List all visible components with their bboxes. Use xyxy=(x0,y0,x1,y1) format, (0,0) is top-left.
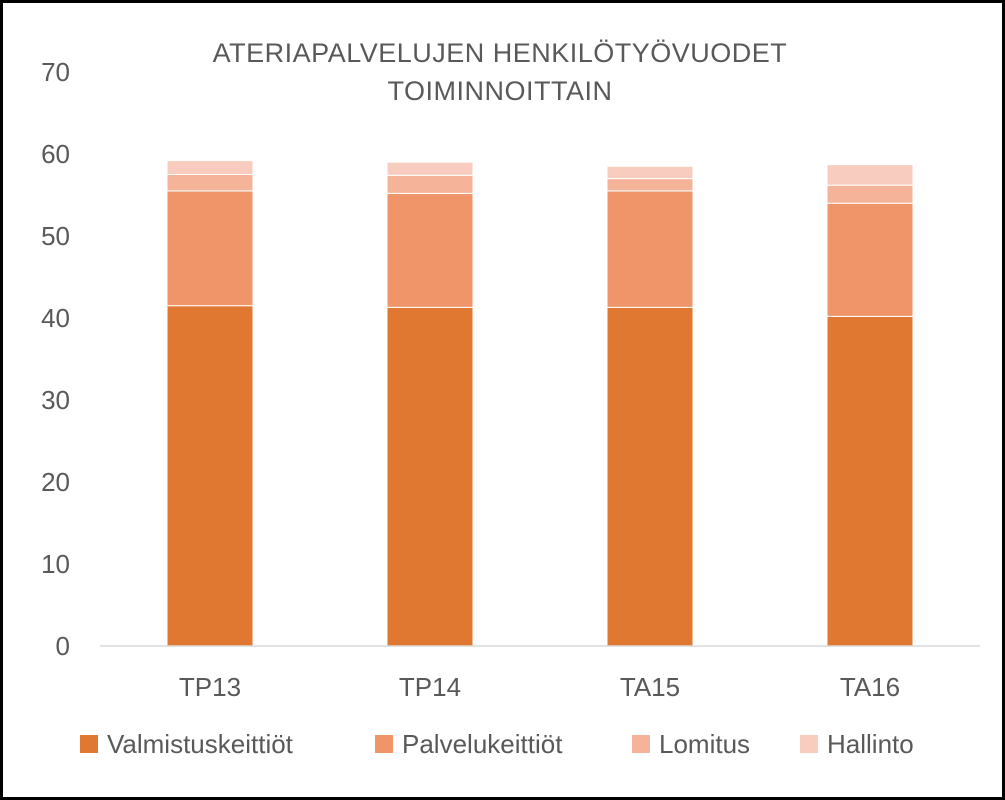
bar-segment-ta16-0 xyxy=(826,315,914,647)
legend-label-3: Hallinto xyxy=(827,729,914,759)
bar-segment-ta15-2 xyxy=(606,178,694,192)
x-tick-label: TA16 xyxy=(840,672,900,702)
chart-title-line-2: TOIMINNOITTAIN xyxy=(388,76,613,106)
bar-segment-tp13-1 xyxy=(166,190,254,307)
bar-segment-tp14-2 xyxy=(386,174,474,194)
x-axis: TP13 TP14 TA15 TA16 xyxy=(179,672,900,702)
y-tick-label: 70 xyxy=(41,57,70,87)
bar-segment-tp14-0 xyxy=(386,306,474,647)
bar-segment-tp13-3 xyxy=(166,160,254,175)
bar-segment-ta16-2 xyxy=(826,184,914,204)
x-tick-label: TP14 xyxy=(399,672,461,702)
legend-swatch-2 xyxy=(632,735,650,753)
bar-segment-ta15-1 xyxy=(606,190,694,308)
bar-segment-tp13-0 xyxy=(166,305,254,647)
legend-label-0: Valmistuskeittiöt xyxy=(107,729,294,759)
legend-swatch-0 xyxy=(80,735,98,753)
legend-swatch-3 xyxy=(800,735,818,753)
legend: Valmistuskeittiöt Palvelukeittiöt Lomitus H… xyxy=(80,729,914,759)
legend-label-2: Lomitus xyxy=(659,729,750,759)
bar-segment-ta15-0 xyxy=(606,306,694,647)
y-tick-label: 40 xyxy=(41,303,70,333)
y-tick-label: 60 xyxy=(41,139,70,169)
bar-segment-ta15-3 xyxy=(606,165,694,180)
chart-title-line-1: ATERIAPALVELUJEN HENKILÖTYÖVUODET xyxy=(213,38,788,68)
bar-segment-tp14-3 xyxy=(386,161,474,176)
y-tick-label: 0 xyxy=(56,631,70,661)
y-axis: 0 10 20 30 40 50 60 70 xyxy=(41,57,70,661)
y-tick-label: 10 xyxy=(41,549,70,579)
bar-segment-ta16-3 xyxy=(826,164,914,186)
y-tick-label: 30 xyxy=(41,385,70,415)
x-tick-label: TA15 xyxy=(620,672,680,702)
bar-segment-ta16-1 xyxy=(826,202,914,317)
y-tick-label: 50 xyxy=(41,221,70,251)
bar-segment-tp13-2 xyxy=(166,174,254,192)
x-tick-label: TP13 xyxy=(179,672,241,702)
y-tick-label: 20 xyxy=(41,467,70,497)
legend-swatch-1 xyxy=(375,735,393,753)
bars xyxy=(166,160,914,647)
legend-label-1: Palvelukeittiöt xyxy=(402,729,563,759)
bar-segment-tp14-1 xyxy=(386,192,474,308)
